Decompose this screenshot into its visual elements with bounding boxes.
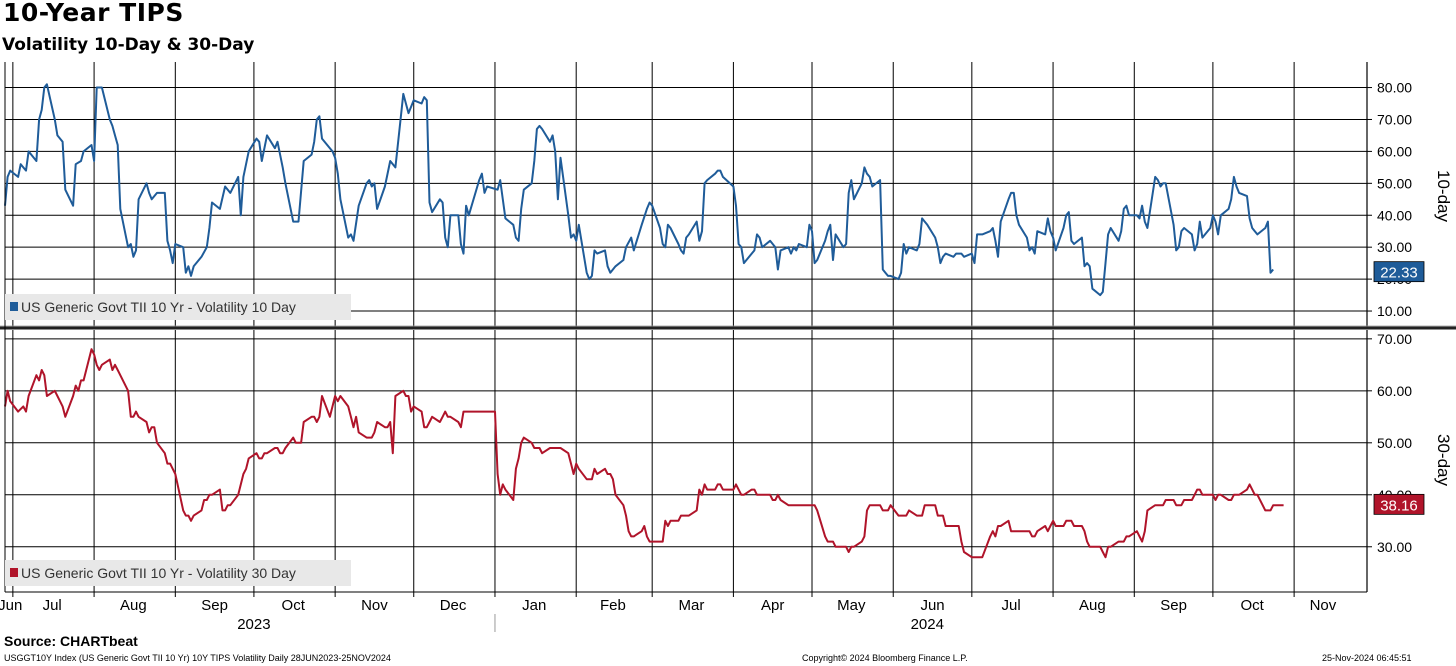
chart-title: 10-Year TIPS <box>3 0 184 27</box>
x-month-label: Oct <box>1241 597 1265 614</box>
x-month-label: Nov <box>1310 597 1337 614</box>
y-tick-label: 70.00 <box>1377 331 1412 347</box>
legend-entry: US Generic Govt TII 10 Yr - Volatility 1… <box>21 299 296 315</box>
legend-swatch <box>10 568 18 577</box>
x-year-label: 2024 <box>911 616 944 633</box>
x-month-label: Oct <box>282 597 306 614</box>
source-label: Source: CHARTbeat <box>4 633 138 649</box>
x-month-label: Aug <box>120 597 147 614</box>
y-tick-label: 80.00 <box>1377 80 1412 96</box>
x-year-label: 2023 <box>237 616 270 633</box>
series-lines <box>4 83 1284 559</box>
footer-copyright: Copyright© 2024 Bloomberg Finance L.P. <box>802 653 968 663</box>
y-tick-label: 10.00 <box>1377 303 1412 319</box>
panel-side-label: 30-day <box>1434 434 1453 486</box>
chart-subtitle: Volatility 10-Day & 30-Day <box>2 35 255 55</box>
y-tick-label: 50.00 <box>1377 175 1412 191</box>
last-value-badge <box>1373 261 1425 283</box>
x-month-label: Dec <box>440 597 467 614</box>
x-month-label: Aug <box>1079 597 1106 614</box>
x-month-label: Jan <box>522 597 546 614</box>
x-month-label: Jun <box>920 597 944 614</box>
y-tick-label: 50.00 <box>1377 435 1412 451</box>
legend-swatch <box>10 302 18 311</box>
x-month-label: May <box>837 597 866 614</box>
axis-labels: 10.0020.0030.0040.0050.0060.0070.0080.00… <box>0 80 1453 633</box>
x-month-label: Sep <box>201 597 228 614</box>
last-value-badge <box>1373 493 1425 515</box>
legends: US Generic Govt TII 10 Yr - Volatility 1… <box>5 294 351 586</box>
x-month-label: Sep <box>1160 597 1187 614</box>
legend-entry: US Generic Govt TII 10 Yr - Volatility 3… <box>21 565 296 581</box>
last-value-label: 38.16 <box>1380 497 1418 514</box>
footer-timestamp: 25-Nov-2024 06:45:51 <box>1322 653 1412 663</box>
footer-ticker-info: USGGT10Y Index (US Generic Govt TII 10 Y… <box>4 653 391 663</box>
series-line-30-day <box>4 348 1284 559</box>
y-tick-label: 40.00 <box>1377 207 1412 223</box>
x-month-label: Mar <box>679 597 705 614</box>
y-tick-label: 60.00 <box>1377 383 1412 399</box>
x-month-label: Apr <box>761 597 784 614</box>
x-month-label: Jul <box>43 597 62 614</box>
x-month-label: Jul <box>1002 597 1021 614</box>
series-line-10-day <box>4 83 1274 297</box>
y-tick-label: 70.00 <box>1377 111 1412 127</box>
y-tick-label: 30.00 <box>1377 239 1412 255</box>
x-month-label: Jun <box>0 597 22 614</box>
legend-background <box>5 294 351 320</box>
chart-canvas: 10.0020.0030.0040.0050.0060.0070.0080.00… <box>0 62 1456 633</box>
axes <box>0 62 1456 632</box>
x-month-label: Feb <box>600 597 626 614</box>
last-value-label: 22.33 <box>1380 265 1418 282</box>
y-tick-label: 30.00 <box>1377 539 1412 555</box>
x-month-label: Nov <box>361 597 388 614</box>
legend-background <box>5 560 351 586</box>
panel-side-label: 10-day <box>1434 170 1453 222</box>
y-tick-label: 60.00 <box>1377 143 1412 159</box>
